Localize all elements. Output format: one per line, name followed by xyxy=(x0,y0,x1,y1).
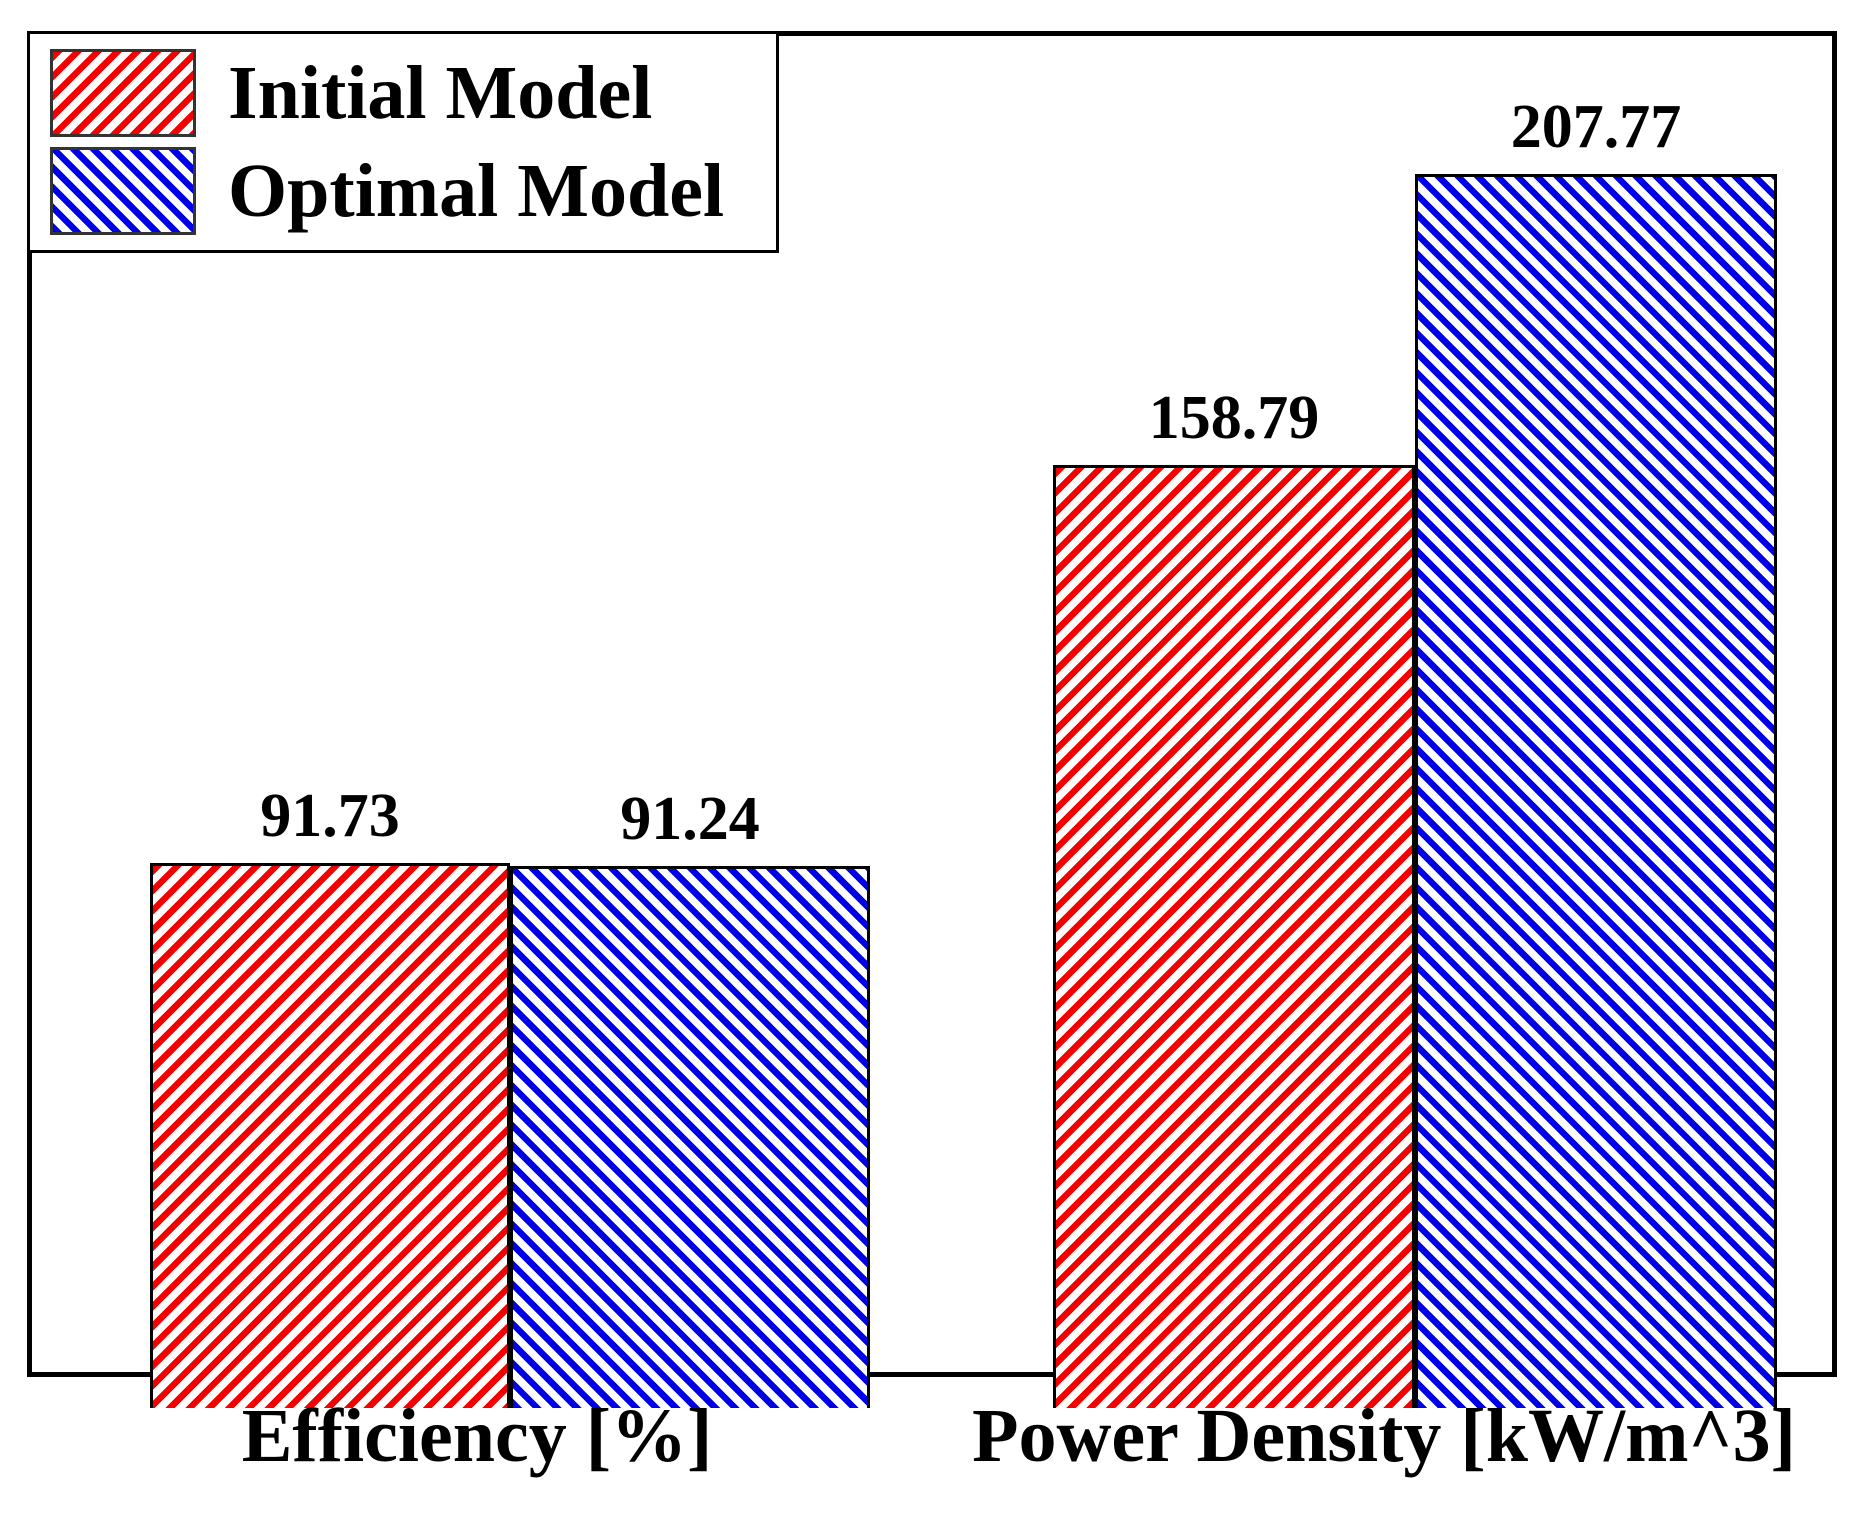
legend-item-initial-model: Initial Model xyxy=(50,49,766,138)
bar-optimal-model-power xyxy=(1415,174,1777,1408)
bar-value-label-optimal-model-power: 207.77 xyxy=(1510,93,1682,161)
bar-value-label-initial-model-efficiency: 91.73 xyxy=(260,782,400,850)
bar-initial-model-power xyxy=(1053,465,1415,1408)
bar-optimal-model-efficiency xyxy=(510,866,870,1408)
bar-value-label-initial-model-power: 158.79 xyxy=(1148,384,1320,452)
legend-swatch-initial-model-hatch-icon xyxy=(50,49,196,138)
legend-label-optimal-model: Optimal Model xyxy=(228,148,725,233)
legend-swatch-optimal-model-hatch-icon xyxy=(50,146,196,235)
bar-value-label-optimal-model-efficiency: 91.24 xyxy=(620,785,760,853)
plot-frame: 91.73 91.24 158.79 207.77 xyxy=(27,31,1837,1408)
legend-label-initial-model: Initial Model xyxy=(228,51,653,136)
plot-area: 91.73 91.24 158.79 207.77 xyxy=(64,72,1864,1408)
legend-item-optimal-model: Optimal Model xyxy=(50,146,766,235)
x-axis-label-power-density: Power Density [kW/m^3] xyxy=(972,1394,1796,1478)
x-axis-label-efficiency: Efficiency [%] xyxy=(241,1394,713,1478)
legend: Initial Model Optimal Model xyxy=(27,31,779,253)
bar-initial-model-efficiency xyxy=(150,863,510,1408)
